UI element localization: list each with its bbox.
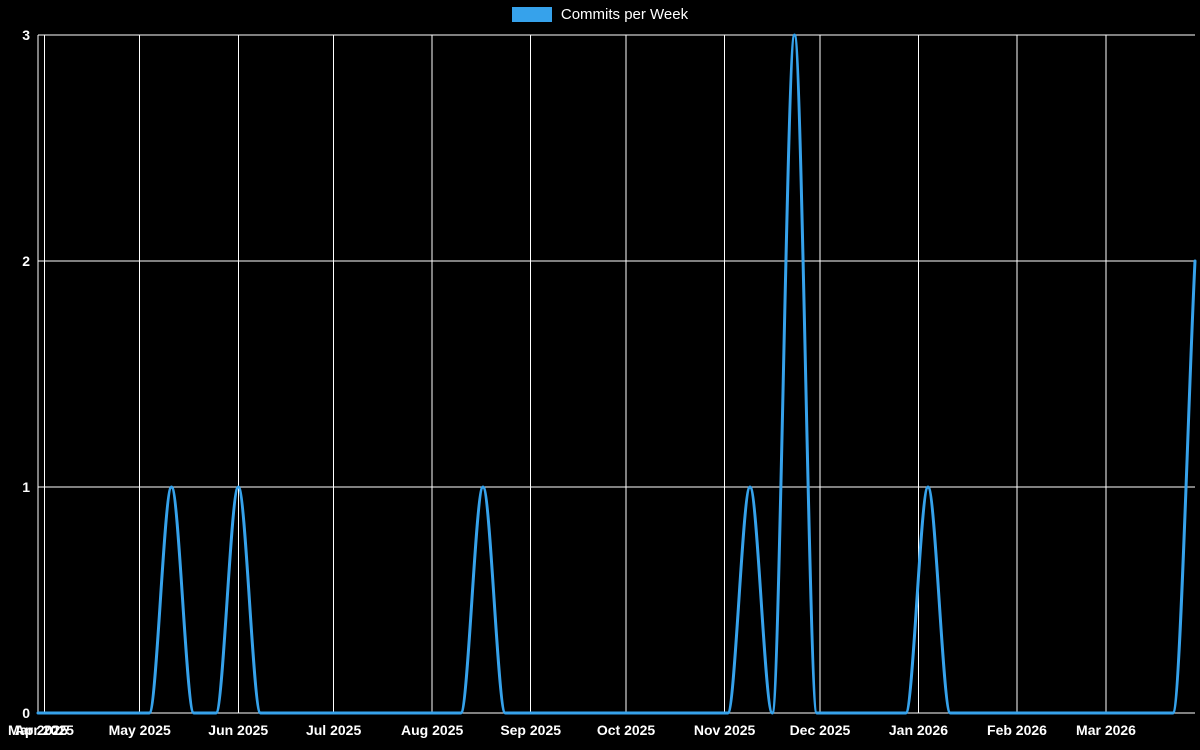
x-tick-label: Dec 2025 <box>790 722 851 738</box>
legend-label: Commits per Week <box>560 6 689 23</box>
x-tick-label: Jun 2025 <box>208 722 268 738</box>
x-tick-label: Mar 2025 <box>8 722 68 738</box>
x-tick-label: Aug 2025 <box>401 722 463 738</box>
y-tick-label: 0 <box>22 705 30 721</box>
x-tick-label: Sep 2025 <box>500 722 561 738</box>
x-tick-label: Apr 2025 <box>15 722 74 738</box>
x-tick-label: Jan 2026 <box>889 722 948 738</box>
x-tick-label: Oct 2025 <box>597 722 656 738</box>
x-tick-label: Mar 2026 <box>1076 722 1136 738</box>
y-tick-label: 3 <box>22 27 30 43</box>
commits-line-series <box>36 33 1197 715</box>
y-tick-label: 1 <box>22 479 30 495</box>
chart-legend[interactable]: Commits per Week <box>0 7 1200 22</box>
y-tick-label: 2 <box>22 253 30 269</box>
x-tick-label: Feb 2026 <box>987 722 1047 738</box>
x-tick-label: Nov 2025 <box>694 722 756 738</box>
x-tick-label: May 2025 <box>109 722 171 738</box>
x-tick-label: Jul 2025 <box>306 722 361 738</box>
legend-swatch-commits-icon <box>511 7 552 22</box>
